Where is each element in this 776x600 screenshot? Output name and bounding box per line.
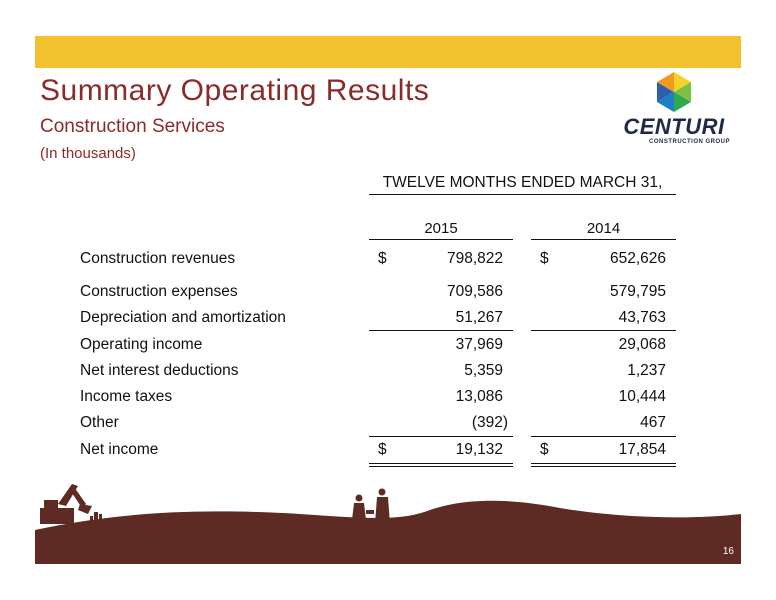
row-label: Net income	[80, 441, 159, 458]
table-row: Construction revenues $ 798,822 $ 652,62…	[0, 250, 776, 272]
total-double-rule	[369, 463, 513, 464]
cactus-icon	[90, 512, 102, 532]
company-logo: CENTURI CONSTRUCTION GROUP	[618, 70, 730, 150]
hexagon-logo-icon	[657, 72, 691, 112]
currency-symbol: $	[378, 441, 387, 458]
row-label: Depreciation and amortization	[80, 309, 286, 326]
row-label: Operating income	[80, 336, 203, 353]
value-2014: 29,068	[618, 336, 666, 353]
value-2015: 5,359	[464, 362, 503, 379]
table-row: Operating income 37,969 29,068	[0, 336, 776, 358]
value-2014: 1,237	[627, 362, 666, 379]
page-title: Summary Operating Results	[40, 74, 430, 107]
ground-hills	[35, 500, 741, 564]
year-header-2015: 2015	[369, 220, 513, 240]
value-2014: 10,444	[618, 388, 666, 405]
value-2015: 709,586	[446, 283, 503, 300]
page-subtitle: Construction Services	[40, 116, 225, 137]
value-2015: (392)	[471, 414, 508, 431]
table-row: Depreciation and amortization 51,267 43,…	[0, 309, 776, 331]
value-2015: 19,132	[455, 441, 503, 458]
value-2014: 579,795	[609, 283, 666, 300]
value-2014: 467	[640, 414, 666, 431]
value-2014: 17,854	[618, 441, 666, 458]
period-header: TWELVE MONTHS ENDED MARCH 31,	[369, 174, 676, 195]
total-double-rule	[531, 466, 676, 467]
value-2014: 43,763	[618, 309, 666, 326]
value-2015: 37,969	[455, 336, 503, 353]
logo-tagline: CONSTRUCTION GROUP	[649, 139, 730, 145]
table-row: Net income $ 19,132 $ 17,854	[0, 441, 776, 467]
units-note: (In thousands)	[40, 145, 136, 162]
value-2015: 798,822	[446, 250, 503, 267]
currency-symbol: $	[540, 441, 549, 458]
subtotal-rule	[369, 436, 513, 437]
value-2015: 13,086	[455, 388, 503, 405]
row-label: Construction revenues	[80, 250, 236, 267]
row-label: Other	[80, 414, 119, 431]
top-accent-bar	[35, 36, 741, 68]
total-double-rule	[531, 463, 676, 464]
subtotal-rule	[531, 436, 676, 437]
excavator-icon	[40, 484, 92, 524]
value-2015: 51,267	[455, 309, 503, 326]
row-label: Income taxes	[80, 388, 173, 405]
table-row: Net interest deductions 5,359 1,237	[0, 362, 776, 384]
subtotal-rule	[369, 330, 513, 331]
row-label: Construction expenses	[80, 283, 238, 300]
total-double-rule	[369, 466, 513, 467]
table-row: Construction expenses 709,586 579,795	[0, 283, 776, 305]
workers-icon	[352, 488, 390, 524]
table-row: Other (392) 467	[0, 414, 776, 437]
row-label: Net interest deductions	[80, 362, 239, 379]
subtotal-rule	[531, 330, 676, 331]
currency-symbol: $	[540, 250, 549, 267]
year-header-2014: 2014	[531, 220, 676, 240]
construction-landscape-footer	[35, 484, 741, 564]
page-number: 16	[722, 546, 734, 557]
table-row: Income taxes 13,086 10,444	[0, 388, 776, 410]
currency-symbol: $	[378, 250, 387, 267]
logo-wordmark: CENTURI	[623, 114, 725, 139]
value-2014: 652,626	[609, 250, 666, 267]
